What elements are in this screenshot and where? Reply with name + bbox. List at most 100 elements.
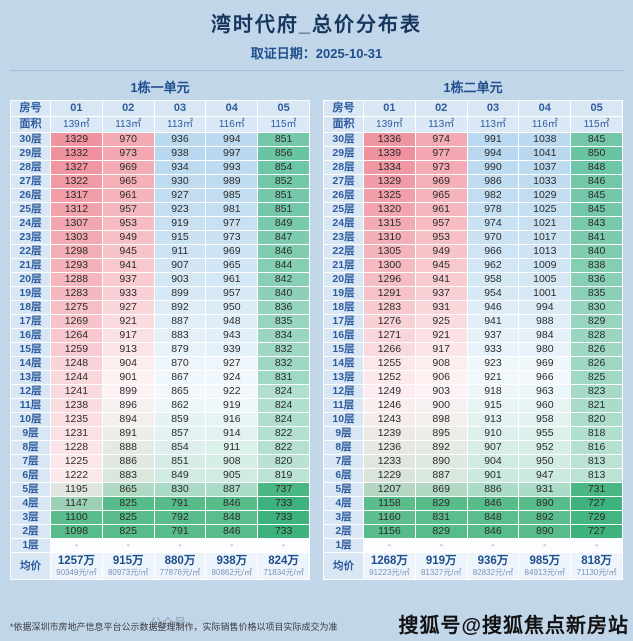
floor-label-cell: 1层 xyxy=(10,538,51,553)
avg-unit-price: 77876元/㎡ xyxy=(159,568,201,577)
price-cell: 966 xyxy=(466,244,520,259)
price-cell: 820 xyxy=(257,454,310,469)
floor-row: 18层 1283 931 946 994 830 xyxy=(323,300,623,315)
price-cell: 841 xyxy=(570,230,623,245)
price-cell: 957 xyxy=(205,286,259,301)
price-cell: 913 xyxy=(101,342,155,357)
price-cell: 1296 xyxy=(363,272,416,287)
price-cell: 907 xyxy=(153,258,207,273)
price-cell: 921 xyxy=(466,370,520,385)
price-cell: 918 xyxy=(466,384,520,399)
avg-unit-price: 84913元/㎡ xyxy=(524,568,566,577)
price-cell: 943 xyxy=(205,328,259,343)
floor-label-cell: 17层 xyxy=(10,314,51,329)
avg-price-cell: 880万 77876元/㎡ xyxy=(153,552,207,580)
price-cell: 1332 xyxy=(50,146,103,161)
price-cell: 1248 xyxy=(50,356,103,371)
price-cell: 825 xyxy=(101,524,155,539)
price-cell: 829 xyxy=(414,524,468,539)
avg-price-cell: 985万 84913元/㎡ xyxy=(518,552,572,580)
floor-row: 16层 1264 917 883 943 834 xyxy=(10,328,310,343)
area-cell: 113㎡ xyxy=(153,116,207,133)
price-cell: 914 xyxy=(205,426,259,441)
floor-row: 14层 1248 904 870 927 832 xyxy=(10,356,310,371)
price-cell: 949 xyxy=(414,244,468,259)
floor-label-cell: 14层 xyxy=(323,356,364,371)
floor-label-cell: 25层 xyxy=(323,202,364,217)
price-cell: 911 xyxy=(153,244,207,259)
price-cell: 887 xyxy=(205,482,259,497)
price-cell: 846 xyxy=(570,174,623,189)
empty-price-cell: - xyxy=(205,538,259,553)
price-cell: 842 xyxy=(257,272,310,287)
price-cell: 931 xyxy=(414,300,468,315)
floor-row: 25层 1312 957 923 981 851 xyxy=(10,202,310,217)
room-number-header: 04 xyxy=(205,100,259,117)
floor-row: 15层 1266 917 933 980 826 xyxy=(323,342,623,357)
floor-label-cell: 29层 xyxy=(323,146,364,161)
floor-row: 1层 - - - - - xyxy=(10,538,310,553)
price-cell: 974 xyxy=(414,132,468,147)
price-cell: 862 xyxy=(153,398,207,413)
price-cell: 1235 xyxy=(50,412,103,427)
price-cell: 840 xyxy=(570,244,623,259)
price-cell: 823 xyxy=(570,384,623,399)
price-cell: 892 xyxy=(518,510,572,525)
price-cell: 1322 xyxy=(50,174,103,189)
floor-label-cell: 28层 xyxy=(323,160,364,175)
floor-row: 23层 1310 953 970 1017 841 xyxy=(323,230,623,245)
floor-row: 17层 1276 925 941 988 829 xyxy=(323,314,623,329)
price-cell: 948 xyxy=(205,314,259,329)
price-cell: 927 xyxy=(153,188,207,203)
price-cell: 937 xyxy=(414,286,468,301)
price-cell: 899 xyxy=(153,286,207,301)
price-cell: 856 xyxy=(257,146,310,161)
unit-1-caption: 1栋一单元 xyxy=(130,80,190,95)
price-cell: 900 xyxy=(414,398,468,413)
price-cell: 936 xyxy=(153,132,207,147)
floor-label-cell: 1层 xyxy=(323,538,364,553)
price-cell: 831 xyxy=(257,370,310,385)
price-cell: 1298 xyxy=(50,244,103,259)
price-cell: 1033 xyxy=(518,174,572,189)
floor-row: 21层 1293 941 907 965 844 xyxy=(10,258,310,273)
price-cell: 844 xyxy=(257,258,310,273)
floor-row: 9层 1231 891 857 914 822 xyxy=(10,426,310,441)
floor-row: 26层 1317 961 927 985 851 xyxy=(10,188,310,203)
table-header-row: 房号 01 02 03 04 05 xyxy=(10,100,310,117)
price-cell: 727 xyxy=(570,524,623,539)
price-cell: 1228 xyxy=(50,440,103,455)
price-cell: 930 xyxy=(153,174,207,189)
floor-row: 27层 1322 965 930 989 852 xyxy=(10,174,310,189)
price-cell: 851 xyxy=(257,132,310,147)
floor-row: 19层 1291 937 954 1001 835 xyxy=(323,286,623,301)
price-cell: 1275 xyxy=(50,300,103,315)
price-cell: 904 xyxy=(101,356,155,371)
price-cell: 836 xyxy=(257,300,310,315)
avg-unit-price: 82832元/㎡ xyxy=(472,568,514,577)
price-cell: 1334 xyxy=(363,160,416,175)
price-cell: 915 xyxy=(466,398,520,413)
floor-row: 8层 1228 888 854 911 822 xyxy=(10,440,310,455)
price-cell: 969 xyxy=(205,244,259,259)
price-cell: 886 xyxy=(466,482,520,497)
price-cell: 843 xyxy=(570,216,623,231)
floor-row: 6层 1229 887 901 947 813 xyxy=(323,468,623,483)
price-cell: 896 xyxy=(101,398,155,413)
floor-row: 20层 1288 937 903 961 842 xyxy=(10,272,310,287)
room-number-header: 05 xyxy=(570,100,623,117)
price-cell: 792 xyxy=(153,510,207,525)
price-cell: 1317 xyxy=(50,188,103,203)
floor-row: 22层 1298 945 911 969 846 xyxy=(10,244,310,259)
price-cell: 988 xyxy=(518,314,572,329)
divider xyxy=(10,70,623,71)
avg-price-cell: 919万 81327元/㎡ xyxy=(414,552,468,580)
price-cell: 1283 xyxy=(363,300,416,315)
price-cell: 939 xyxy=(205,342,259,357)
price-cell: 923 xyxy=(153,202,207,217)
floor-label-cell: 8层 xyxy=(323,440,364,455)
floor-row: 4层 1158 829 846 890 727 xyxy=(323,496,623,511)
price-cell: 937 xyxy=(101,272,155,287)
price-cell: 969 xyxy=(414,174,468,189)
price-cell: 941 xyxy=(466,314,520,329)
